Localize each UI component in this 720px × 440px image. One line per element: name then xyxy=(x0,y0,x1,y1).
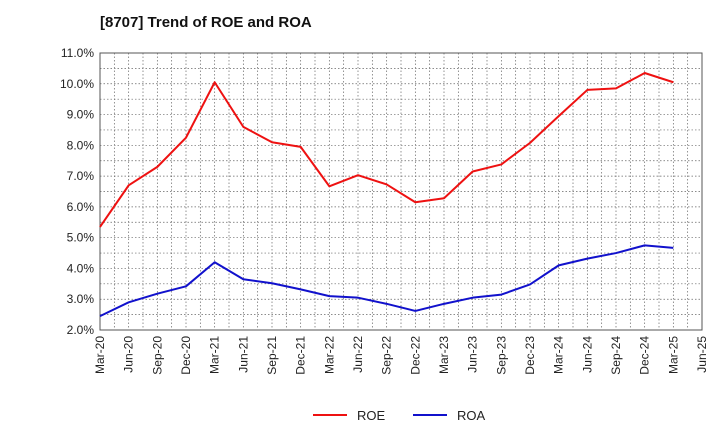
x-tick-label: Mar-25 xyxy=(666,336,680,374)
series-line-roe xyxy=(99,72,674,228)
x-tick-label: Dec-21 xyxy=(294,336,308,375)
x-tick-label: Mar-24 xyxy=(552,336,566,374)
y-axis-tick-labels: 2.0% 3.0% 4.0% 5.0% 6.0% 7.0% 8.0% 9.0% 10.0% 11.… xyxy=(60,46,94,337)
y-tick-label: 8.0% xyxy=(67,138,95,152)
y-tick-label: 5.0% xyxy=(67,231,95,245)
x-tick-label: Mar-22 xyxy=(322,336,336,374)
legend-item-roe: ROE xyxy=(313,404,385,426)
x-tick-label: Jun-23 xyxy=(466,336,480,373)
legend-item-roa: ROA xyxy=(413,404,485,426)
legend-label-roa: ROA xyxy=(457,407,486,423)
x-tick-label: Sep-23 xyxy=(494,336,508,375)
y-tick-label: 7.0% xyxy=(67,169,95,183)
x-tick-label: Jun-21 xyxy=(236,336,250,373)
x-tick-label: Mar-21 xyxy=(208,336,222,374)
y-tick-label: 2.0% xyxy=(67,323,95,337)
x-tick-label: Sep-21 xyxy=(265,336,279,375)
legend-swatch-roe xyxy=(313,414,347,416)
x-tick-label: Dec-20 xyxy=(179,336,193,375)
series-lines xyxy=(99,72,674,318)
legend-swatch-roa xyxy=(413,414,447,416)
x-tick-label: Sep-24 xyxy=(609,336,623,375)
x-tick-label: Mar-23 xyxy=(437,336,451,374)
x-tick-label: Sep-22 xyxy=(380,336,394,375)
y-tick-label: 9.0% xyxy=(67,108,95,122)
y-tick-label: 3.0% xyxy=(67,292,95,306)
y-tick-label: 11.0% xyxy=(61,46,94,60)
x-tick-label: Jun-20 xyxy=(122,336,136,373)
x-tick-label: Jun-25 xyxy=(695,336,709,373)
x-tick-label: Mar-20 xyxy=(93,336,107,374)
x-axis-tick-labels: Mar-20 Jun-20 Sep-20 Dec-20 Mar-21 Jun-21 Sep-… xyxy=(93,336,709,375)
series-line-roa xyxy=(99,244,674,318)
x-tick-label: Jun-24 xyxy=(580,336,594,373)
legend: ROE ROA xyxy=(0,404,720,426)
y-tick-label: 4.0% xyxy=(67,261,95,275)
grid-lines xyxy=(100,53,702,330)
x-tick-label: Jun-22 xyxy=(351,336,365,373)
x-tick-label: Dec-22 xyxy=(408,336,422,375)
x-tick-label: Sep-20 xyxy=(150,336,164,375)
x-tick-label: Dec-24 xyxy=(638,336,652,375)
legend-label-roe: ROE xyxy=(357,407,386,423)
x-tick-label: Dec-23 xyxy=(523,336,537,375)
y-tick-label: 6.0% xyxy=(67,200,95,214)
y-tick-label: 10.0% xyxy=(60,77,94,91)
plot-area-border xyxy=(99,52,703,331)
chart-title: [8707] Trend of ROE and ROA xyxy=(100,14,312,31)
